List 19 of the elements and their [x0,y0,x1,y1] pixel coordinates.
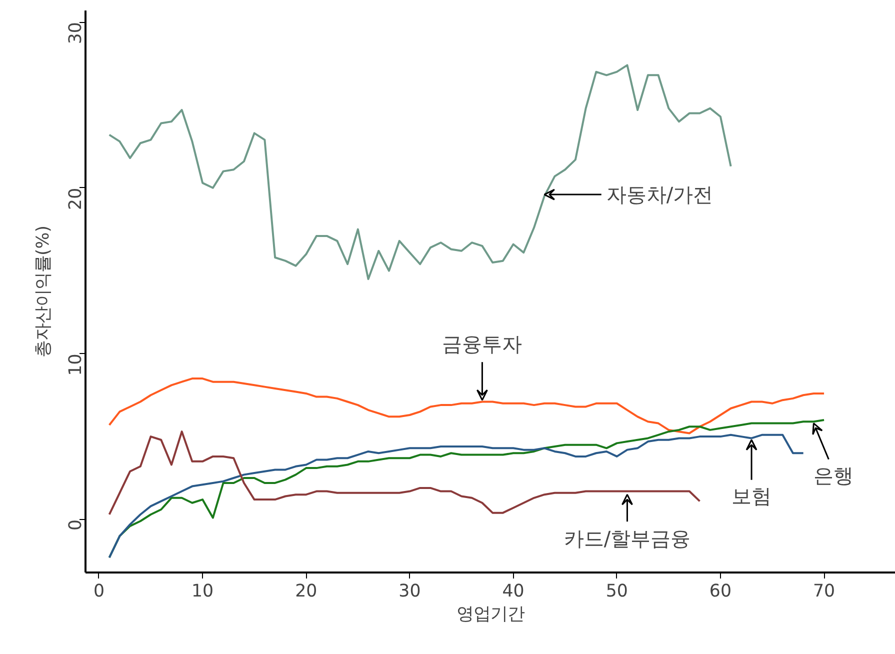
annotation: 자동차/가전 [606,182,714,207]
x-tick-label: 0 [93,582,104,602]
annotation: 은행 [814,463,854,488]
annotation: 금융투자 [442,332,522,356]
annotation: 카드/할부금융 [564,526,691,551]
y-axis-title: 총자산이익률(%) [34,225,54,358]
x-tick-label: 30 [398,582,421,602]
y-tick-label: 30 [66,22,86,44]
x-tick-label: 10 [192,582,214,602]
y-tick-label: 20 [66,188,86,210]
y-tick-label: 10 [66,354,86,376]
x-axis-title: 영업기간 [456,604,524,624]
x-tick-label: 70 [813,582,836,602]
x-tick-label: 60 [709,582,732,602]
x-tick-label: 40 [502,582,524,602]
annotation: 보험 [732,484,772,508]
x-tick-label: 20 [295,582,318,602]
x-tick-label: 50 [606,582,628,602]
y-tick-label: 0 [66,519,86,530]
